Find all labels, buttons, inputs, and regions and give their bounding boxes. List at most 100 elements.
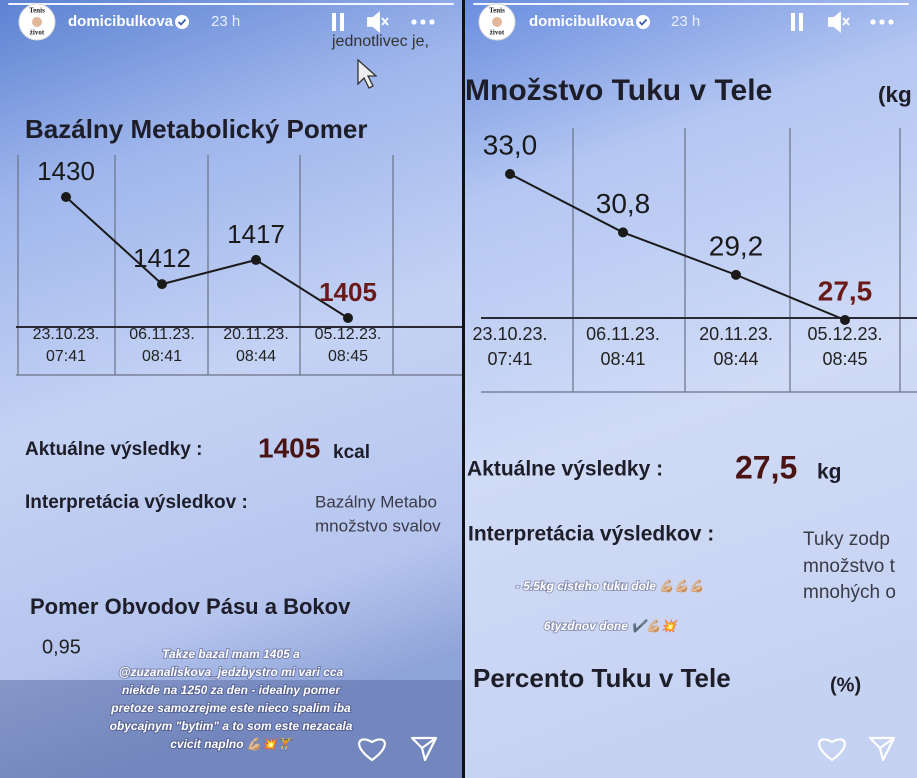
x-date-label: 05.12.23. xyxy=(315,326,382,343)
caption-line: - 5.5kg cisteho tuku dole 💪🏼💪🏼💪🏼 xyxy=(516,579,706,593)
x-time-label: 08:44 xyxy=(236,348,276,365)
pause-icon[interactable] xyxy=(340,13,344,31)
x-time-label: 08:44 xyxy=(713,349,758,369)
more-icon[interactable] xyxy=(888,19,894,25)
interpretation-text: mnohých o xyxy=(803,582,896,603)
x-time-label: 07:41 xyxy=(46,348,86,365)
like-icon[interactable] xyxy=(818,738,846,762)
caption-line: Takze bazal mam 1405 a xyxy=(162,647,300,661)
data-label: 1412 xyxy=(133,243,191,273)
x-time-label: 07:41 xyxy=(487,349,532,369)
next-chart-title: Percento Tuku v Tele xyxy=(473,663,731,693)
x-date-label: 06.11.23. xyxy=(129,326,195,343)
pause-icon[interactable] xyxy=(799,13,803,31)
more-icon[interactable] xyxy=(870,19,876,25)
progress-bar xyxy=(473,3,909,5)
story-right-bg xyxy=(465,0,917,778)
more-icon[interactable] xyxy=(429,19,435,25)
caption-line: pretoze samozrejme este nieco spalim iba xyxy=(110,701,351,715)
data-label: 1405 xyxy=(319,277,377,307)
story: Množstvo Tuku v Tele (kg 33,0 23.10.23. 07:4… xyxy=(465,3,917,762)
avatar-face xyxy=(492,17,502,27)
more-icon[interactable] xyxy=(420,19,426,25)
data-line xyxy=(509,173,846,321)
pause-icon[interactable] xyxy=(332,13,336,31)
data-label: 27,5 xyxy=(818,275,873,306)
x-date-label: 05.12.23. xyxy=(807,324,882,344)
data-label: 1417 xyxy=(227,219,285,249)
more-icon[interactable] xyxy=(411,19,417,25)
data-point xyxy=(61,192,71,202)
mute-icon[interactable] xyxy=(828,11,850,33)
data-point xyxy=(157,279,167,290)
x-date-label: 23.10.23. xyxy=(472,324,547,344)
interpretation-label: Interpretácia výsledkov : xyxy=(468,523,714,546)
taskbar-shade xyxy=(0,680,462,778)
mute-icon[interactable] xyxy=(367,11,389,33)
data-label: 30,8 xyxy=(596,188,651,219)
interpretation-text: Tuky zodp xyxy=(803,529,890,550)
result-unit: kcal xyxy=(333,442,370,463)
data-point xyxy=(840,315,850,325)
data-label: 1430 xyxy=(37,156,95,186)
chart-title: Bazálny Metabolický Pomer xyxy=(25,114,367,144)
post-time: 23 h xyxy=(211,13,240,30)
x-time-label: 08:45 xyxy=(822,349,867,369)
verified-check xyxy=(638,18,648,26)
x-time-label: 08:41 xyxy=(142,348,182,365)
screen-text: jednotlivec je, xyxy=(331,33,429,50)
x-date-label: 06.11.23. xyxy=(586,324,660,344)
share-icon[interactable] xyxy=(410,736,438,762)
data-point xyxy=(343,313,353,323)
mouse-cursor xyxy=(357,58,378,89)
interpretation-text: množstvo svalov xyxy=(315,516,441,535)
x-date-label: 23.10.23. xyxy=(33,326,100,343)
caption-line: 6tyzdnov done ✔️💪🏼💥 xyxy=(544,619,678,633)
caption-line: @zuzanaliskova_jedzbystro mi vari cca xyxy=(119,665,344,679)
verified-check xyxy=(177,18,187,26)
avatar-face xyxy=(32,17,42,27)
caption-line: cvicit naplno 💪🏼💥🏋 xyxy=(170,737,294,751)
interpretation-text: množstvo t xyxy=(803,556,896,577)
x-date-label: 20.11.23. xyxy=(699,324,773,344)
data-label: 33,0 xyxy=(483,129,538,160)
result-value: 1405 xyxy=(258,432,320,463)
verified-badge xyxy=(175,15,190,29)
avatar-text: život xyxy=(30,29,45,37)
next-chart-title: Pomer Obvodov Pásu a Bokov xyxy=(30,594,351,619)
avatar-text: život xyxy=(490,29,505,37)
share-icon[interactable] xyxy=(868,736,896,762)
progress-bar xyxy=(8,3,454,5)
avatar-text: Tenis xyxy=(29,7,45,15)
username[interactable]: domicibulkova xyxy=(68,13,174,30)
data-point xyxy=(251,254,261,265)
x-time-label: 08:41 xyxy=(600,349,645,369)
result-label: Aktuálne výsledky : xyxy=(467,458,663,481)
x-time-label: 08:45 xyxy=(328,348,368,365)
interpretation-label: Interpretácia výsledkov : xyxy=(25,492,248,513)
username[interactable]: domicibulkova xyxy=(529,13,635,30)
data-point xyxy=(731,269,741,280)
more-icon[interactable] xyxy=(879,19,885,25)
chart-title-suffix: (kg xyxy=(878,82,912,107)
story: Bazálny Metabolický Pomer 1430 23.10.23. 07… xyxy=(8,3,462,762)
next-chart-value: 0,95 xyxy=(42,636,81,658)
data-label: 29,2 xyxy=(709,230,764,261)
x-date-label: 20.11.23. xyxy=(223,326,289,343)
data-line xyxy=(65,196,349,319)
caption-line: obycajnym "bytim" a to som este nezacala xyxy=(110,719,353,733)
post-time: 23 h xyxy=(671,13,700,30)
data-point xyxy=(618,227,628,238)
result-label: Aktuálne výsledky : xyxy=(25,439,202,460)
verified-badge xyxy=(636,15,651,29)
like-icon[interactable] xyxy=(358,738,386,762)
pause-icon[interactable] xyxy=(791,13,795,31)
next-chart-suffix: (%) xyxy=(830,674,861,696)
caption-line: niekde na 1250 za den - idealny pomer xyxy=(122,683,341,697)
data-point xyxy=(505,169,515,179)
avatar-text: Tenis xyxy=(489,7,505,15)
interpretation-text: Bazálny Metabo xyxy=(315,492,437,511)
result-value: 27,5 xyxy=(735,449,797,485)
result-unit: kg xyxy=(817,461,842,484)
story-left-bg xyxy=(0,0,462,778)
